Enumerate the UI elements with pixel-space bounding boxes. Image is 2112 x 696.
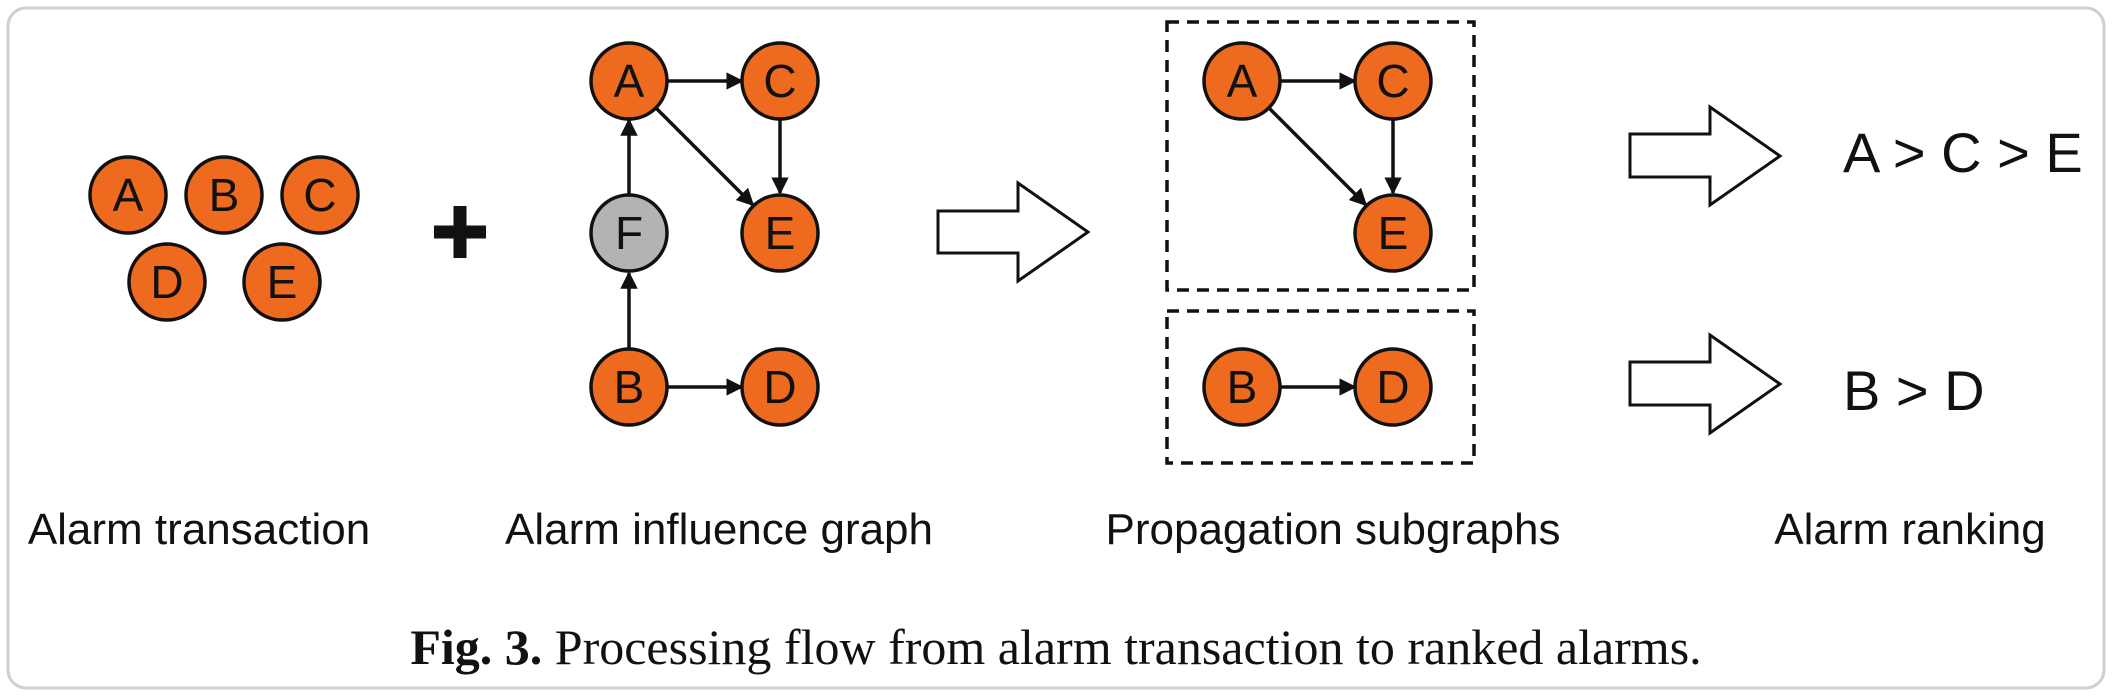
subgraph-box: [1165, 309, 1476, 465]
node-label: D: [1376, 361, 1409, 413]
transaction-node-b: B: [184, 155, 264, 235]
node-label: E: [267, 256, 298, 308]
edge-a-e: [1267, 106, 1368, 207]
node-label: B: [614, 361, 645, 413]
graph-node-b: B: [589, 347, 669, 427]
label-alarm-influence-graph: Alarm influence graph: [505, 505, 933, 554]
flow-arrow-icon: [1628, 332, 1783, 436]
ranking-second: B > D: [1843, 359, 1985, 422]
transaction-node-c: C: [280, 155, 360, 235]
node-label: C: [1376, 55, 1409, 107]
label-propagation-subgraphs: Propagation subgraphs: [1106, 505, 1561, 554]
ranking-first: A > C > E: [1843, 121, 2083, 184]
label-alarm-ranking: Alarm ranking: [1774, 505, 2045, 554]
graph-node-f: F: [589, 193, 669, 273]
node-label: C: [303, 169, 336, 221]
node-label: C: [763, 55, 796, 107]
graph-node-d: D: [740, 347, 820, 427]
edge-a-e: [654, 106, 755, 207]
propagation-subgraph-2: B D: [1165, 309, 1476, 465]
graph-node-e: E: [740, 193, 820, 273]
subgraph-node-e: E: [1353, 193, 1433, 273]
graph-node-a: A: [589, 41, 669, 121]
alarm-transaction: A B C D E: [88, 155, 360, 322]
node-label: D: [150, 256, 183, 308]
subgraph-box: [1165, 20, 1476, 292]
node-label: B: [1227, 361, 1258, 413]
propagation-subgraph-1: A C E: [1165, 20, 1476, 292]
flow-arrow-icon: [1628, 104, 1783, 208]
node-label: F: [615, 207, 643, 259]
transaction-node-a: A: [88, 155, 168, 235]
node-label: E: [1378, 207, 1409, 259]
node-label: A: [1227, 55, 1258, 107]
graph-node-c: C: [740, 41, 820, 121]
transaction-node-d: D: [127, 242, 207, 322]
alarm-influence-graph: A C F E B D: [589, 41, 820, 427]
node-label: B: [209, 169, 240, 221]
transaction-node-e: E: [242, 242, 322, 322]
caption-prefix: Fig. 3.: [410, 619, 542, 675]
flow-arrow-icon: [936, 180, 1091, 284]
caption-text: Processing flow from alarm transaction t…: [542, 619, 1701, 675]
node-label: D: [763, 361, 796, 413]
figure-frame: [6, 6, 2106, 690]
plus-icon: [434, 206, 486, 258]
node-label: E: [765, 207, 796, 259]
subgraph-node-b: B: [1202, 347, 1282, 427]
node-label: A: [614, 55, 645, 107]
figure-caption: Fig. 3. Processing flow from alarm trans…: [410, 619, 1701, 675]
node-label: A: [113, 169, 144, 221]
subgraph-node-d: D: [1353, 347, 1433, 427]
subgraph-node-c: C: [1353, 41, 1433, 121]
label-alarm-transaction: Alarm transaction: [28, 505, 370, 554]
subgraph-node-a: A: [1202, 41, 1282, 121]
